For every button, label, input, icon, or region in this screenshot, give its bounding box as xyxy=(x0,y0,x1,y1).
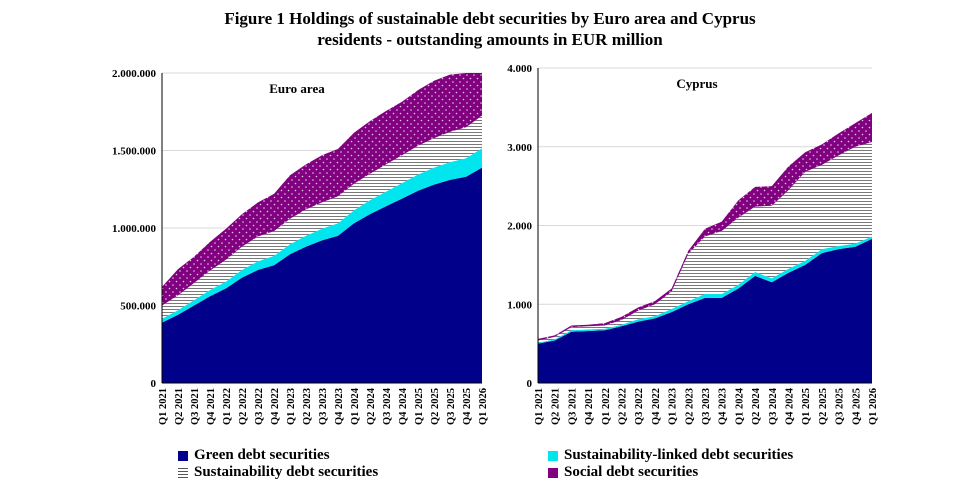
x-tick-label: Q1 2026 xyxy=(868,388,879,425)
x-tick-label: Q2 2021 xyxy=(551,388,562,425)
area-linked xyxy=(538,236,872,344)
x-tick-label: Q4 2023 xyxy=(334,388,345,425)
x-tick-label: Q3 2025 xyxy=(446,388,457,425)
x-tick-label: Q4 2021 xyxy=(206,388,217,425)
figure-title-line-1: Figure 1 Holdings of sustainable debt se… xyxy=(224,9,756,28)
x-tick-label: Q1 2022 xyxy=(222,388,233,425)
x-tick-label: Q3 2021 xyxy=(567,388,578,425)
area-social xyxy=(162,73,482,306)
area-sustainability xyxy=(538,142,872,343)
y-tick-label: 3.000 xyxy=(507,142,532,154)
x-tick-label: Q4 2025 xyxy=(851,388,862,425)
x-tick-label: Q4 2024 xyxy=(785,387,796,425)
area-green xyxy=(162,167,482,383)
y-tick-label: 4.000 xyxy=(507,63,532,75)
y-tick-label: 0 xyxy=(151,378,157,390)
x-tick-label: Q3 2025 xyxy=(835,388,846,425)
figure-title-line-2: residents - outstanding amounts in EUR m… xyxy=(317,30,663,49)
x-tick-label: Q3 2022 xyxy=(634,388,645,425)
y-tick-label: 2.000.000 xyxy=(112,68,157,80)
y-tick-label: 1.000 xyxy=(507,299,532,311)
x-tick-label: Q1 2023 xyxy=(668,388,679,425)
x-tick-label: Q1 2021 xyxy=(534,388,545,425)
y-tick-label: 2.000 xyxy=(507,221,532,233)
x-tick-label: Q1 2023 xyxy=(286,388,297,425)
panel-title: Cyprus xyxy=(676,76,717,91)
y-tick-label: 500.000 xyxy=(120,301,156,313)
x-tick-label: Q4 2021 xyxy=(584,388,595,425)
x-tick-label: Q4 2022 xyxy=(270,388,281,425)
x-tick-label: Q1 2026 xyxy=(478,388,489,425)
euro-area-chart: 0 500.000 1.000.000 1.500.000 2.000.000 Q1 20… xyxy=(112,68,489,425)
x-tick-label: Q4 2022 xyxy=(651,388,662,425)
x-tick-label: Q3 2023 xyxy=(701,388,712,425)
y-tick-label: 0 xyxy=(527,378,533,390)
x-tick-label: Q1 2021 xyxy=(158,388,169,425)
area-social xyxy=(538,112,872,341)
x-tick-label: Q3 2023 xyxy=(318,388,329,425)
x-tick-label: Q2 2023 xyxy=(302,388,313,425)
x-tick-label: Q2 2024 xyxy=(366,387,377,425)
area-green xyxy=(538,238,872,383)
x-tick-label: Q2 2025 xyxy=(818,388,829,425)
x-tick-label: Q4 2025 xyxy=(462,388,473,425)
figure-title: Figure 1 Holdings of sustainable debt se… xyxy=(0,8,980,50)
area-linked xyxy=(162,148,482,323)
cyprus-chart: 0 1.000 2.000 3.000 4.000 Q1 2021 Q2 2021 Q3 20… xyxy=(507,63,879,425)
x-tick-label: Q3 2024 xyxy=(382,387,393,425)
panel-title: Euro area xyxy=(269,81,325,96)
y-tick-label: 1.000.000 xyxy=(112,223,157,235)
x-tick-label: Q2 2025 xyxy=(430,388,441,425)
x-tick-label: Q1 2024 xyxy=(350,387,361,425)
x-tick-label: Q2 2024 xyxy=(751,387,762,425)
x-tick-label: Q1 2024 xyxy=(734,387,745,425)
x-tick-label: Q2 2022 xyxy=(618,388,629,425)
x-tick-label: Q1 2025 xyxy=(414,388,425,425)
x-tick-label: Q3 2022 xyxy=(254,388,265,425)
y-tick-label: 1.500.000 xyxy=(112,146,157,158)
x-tick-label: Q3 2021 xyxy=(190,388,201,425)
x-tick-label: Q1 2022 xyxy=(601,388,612,425)
x-tick-label: Q2 2022 xyxy=(238,388,249,425)
x-tick-label: Q3 2024 xyxy=(768,387,779,425)
x-tick-label: Q4 2023 xyxy=(718,388,729,425)
x-tick-label: Q2 2023 xyxy=(684,388,695,425)
x-tick-label: Q4 2024 xyxy=(398,387,409,425)
area-sustainability xyxy=(162,115,482,319)
x-tick-label: Q1 2025 xyxy=(801,388,812,425)
x-tick-label: Q2 2021 xyxy=(174,388,185,425)
